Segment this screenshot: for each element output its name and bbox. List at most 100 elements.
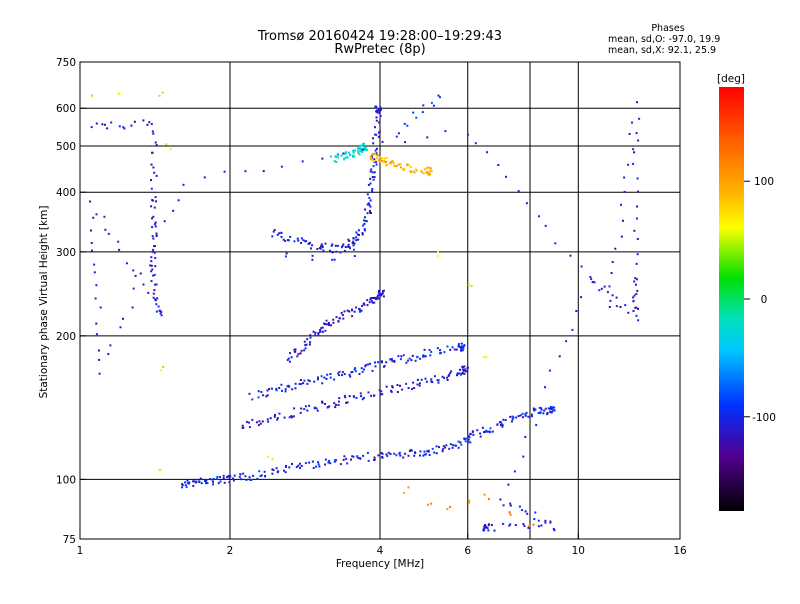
data-point bbox=[296, 237, 299, 240]
data-point bbox=[416, 378, 419, 381]
data-point bbox=[333, 402, 336, 405]
data-point bbox=[433, 375, 436, 378]
data-point bbox=[423, 355, 426, 358]
data-point bbox=[372, 297, 375, 299]
data-point bbox=[318, 465, 321, 468]
data-point bbox=[109, 344, 112, 347]
data-point bbox=[423, 168, 426, 171]
data-point bbox=[395, 164, 398, 167]
data-point bbox=[357, 152, 360, 155]
data-point bbox=[364, 146, 367, 149]
data-point bbox=[95, 122, 98, 125]
data-point bbox=[372, 165, 375, 168]
data-point bbox=[371, 301, 374, 304]
phases-heading: Phases bbox=[651, 23, 684, 34]
chart-title: Tromsø 20160424 19:28:00–19:29:43 bbox=[257, 29, 502, 44]
data-point bbox=[383, 160, 386, 163]
data-point bbox=[320, 327, 323, 330]
data-point bbox=[550, 411, 553, 414]
data-point bbox=[468, 436, 471, 439]
data-point bbox=[422, 172, 425, 175]
data-point bbox=[468, 501, 470, 504]
data-point bbox=[272, 230, 275, 233]
data-point bbox=[422, 355, 424, 358]
data-point bbox=[369, 199, 372, 202]
data-point bbox=[422, 354, 425, 357]
data-point bbox=[429, 167, 432, 170]
data-point bbox=[289, 235, 292, 238]
data-point bbox=[262, 394, 265, 397]
data-point bbox=[428, 174, 431, 177]
data-point bbox=[317, 332, 320, 334]
data-point bbox=[415, 116, 418, 119]
data-point bbox=[298, 383, 301, 385]
data-point bbox=[356, 238, 359, 241]
data-point bbox=[608, 285, 611, 288]
data-point bbox=[400, 355, 403, 358]
data-point bbox=[335, 403, 337, 406]
data-point bbox=[461, 368, 464, 371]
data-point bbox=[467, 283, 470, 286]
chart-subtitle: RwPretec (8p) bbox=[334, 42, 425, 57]
data-point bbox=[364, 216, 366, 219]
data-point bbox=[324, 323, 326, 325]
data-point bbox=[271, 468, 274, 471]
data-point bbox=[90, 126, 93, 129]
data-point bbox=[502, 522, 505, 525]
data-point bbox=[285, 464, 287, 467]
data-point bbox=[633, 294, 636, 297]
data-point bbox=[375, 160, 377, 163]
data-point bbox=[334, 406, 337, 409]
data-point bbox=[378, 110, 381, 113]
data-point bbox=[273, 415, 276, 418]
data-point bbox=[341, 314, 344, 316]
data-point bbox=[251, 418, 254, 421]
data-point bbox=[304, 405, 307, 408]
data-point bbox=[153, 245, 156, 248]
data-point bbox=[419, 357, 422, 360]
data-point bbox=[469, 433, 472, 436]
data-point bbox=[376, 109, 378, 112]
data-point bbox=[363, 146, 366, 148]
data-point bbox=[278, 387, 281, 389]
data-point bbox=[454, 444, 457, 447]
data-point bbox=[444, 446, 446, 449]
data-point bbox=[362, 397, 365, 399]
data-point bbox=[446, 508, 449, 511]
data-point bbox=[437, 381, 440, 384]
data-point bbox=[154, 299, 157, 302]
data-point bbox=[303, 349, 306, 352]
phases-box: Phases mean, sd,O: -97.0, 19.9 mean, sd,… bbox=[608, 23, 720, 56]
data-point bbox=[371, 188, 374, 190]
data-point bbox=[375, 119, 378, 122]
data-point bbox=[356, 147, 359, 150]
data-point bbox=[295, 466, 298, 468]
data-point bbox=[352, 244, 355, 247]
data-point bbox=[481, 426, 484, 429]
data-point bbox=[375, 116, 378, 119]
phases-line-o: mean, sd,O: -97.0, 19.9 bbox=[608, 34, 720, 45]
data-point bbox=[381, 393, 384, 396]
data-point bbox=[333, 460, 336, 463]
data-point bbox=[600, 287, 603, 290]
data-point bbox=[361, 398, 364, 401]
data-point bbox=[385, 385, 388, 388]
colorbar-tick-label: 0 bbox=[761, 294, 768, 306]
data-point bbox=[366, 203, 369, 206]
data-point bbox=[309, 336, 312, 339]
data-point bbox=[429, 354, 432, 357]
data-point bbox=[93, 263, 96, 266]
data-point bbox=[360, 147, 363, 150]
data-point bbox=[352, 237, 355, 240]
data-point bbox=[409, 448, 412, 451]
data-point bbox=[467, 435, 470, 438]
data-point bbox=[456, 373, 458, 376]
data-point bbox=[608, 306, 611, 308]
data-point bbox=[280, 235, 283, 238]
data-point bbox=[342, 317, 345, 320]
data-point bbox=[323, 376, 326, 379]
data-point bbox=[521, 412, 524, 415]
data-point bbox=[351, 315, 354, 318]
data-point bbox=[422, 454, 425, 457]
data-point bbox=[233, 474, 236, 477]
